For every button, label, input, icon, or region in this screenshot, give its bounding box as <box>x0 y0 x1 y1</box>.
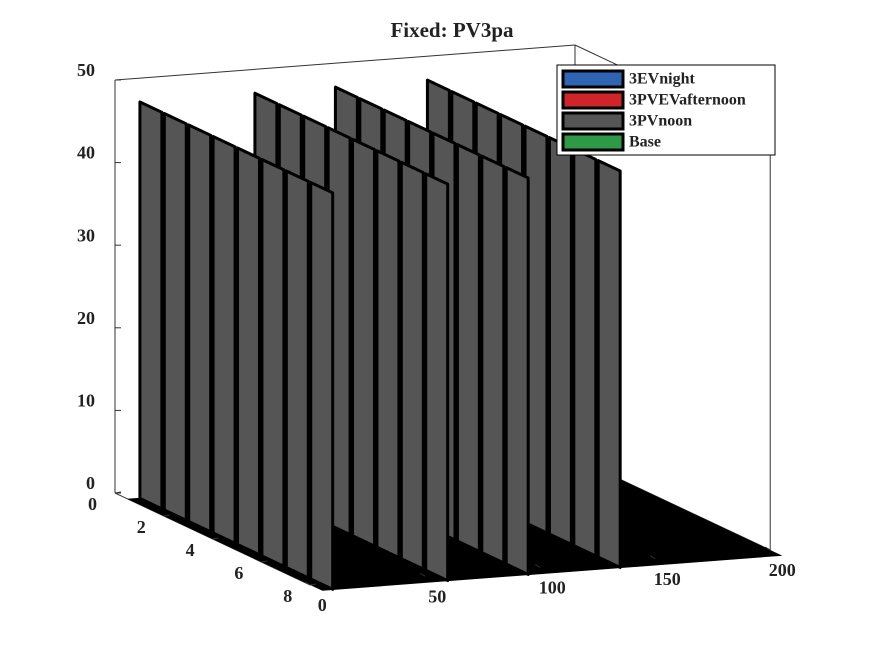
box-edge <box>114 44 576 81</box>
legend-label: Base <box>629 134 661 151</box>
row-tick-label: 2 <box>137 517 146 537</box>
z-tick-label: 20 <box>77 308 95 328</box>
panel <box>284 169 310 580</box>
panel <box>211 134 237 545</box>
panel <box>351 137 376 548</box>
row-tick <box>310 583 317 586</box>
z-tick-label: 30 <box>77 225 95 245</box>
legend-label: 3EVnight <box>629 71 695 88</box>
row-tick-label: 0 <box>88 494 97 514</box>
row-tick-label: 4 <box>186 540 195 560</box>
z-tick-label: 10 <box>77 391 95 411</box>
x-tick <box>764 546 771 551</box>
x-tick <box>419 572 426 577</box>
x-tick-label: 150 <box>654 569 681 589</box>
row-tick-label: 6 <box>234 563 243 583</box>
z-tick-label: 50 <box>77 60 95 80</box>
legend-swatch <box>561 90 625 110</box>
panel <box>424 172 450 583</box>
x-tick-label: 100 <box>539 578 566 598</box>
panel <box>399 160 425 571</box>
row-tick <box>212 537 219 540</box>
row-tick <box>163 514 170 517</box>
legend-swatch <box>561 69 625 89</box>
legend-swatch <box>561 132 625 152</box>
panel <box>138 100 164 511</box>
panel <box>187 123 213 534</box>
panel <box>480 154 506 565</box>
panel <box>309 180 335 591</box>
legend-label: 3PVnoon <box>629 113 692 130</box>
chart-title: Fixed: PV3pa <box>390 18 514 42</box>
legend: 3EVnight 3PVEVafternoon 3PVnoon Base <box>556 64 776 156</box>
row-tick <box>114 491 122 494</box>
x-tick <box>534 564 541 568</box>
z-tick-label: 40 <box>77 143 95 163</box>
panel <box>547 136 573 546</box>
panel <box>596 159 622 569</box>
legend-label: 3PVEVafternoon <box>629 92 746 109</box>
x-tick-label: 50 <box>428 586 446 606</box>
panel <box>375 149 401 560</box>
panel <box>260 157 286 568</box>
row-tick-label: 8 <box>283 586 292 606</box>
panel <box>572 147 598 558</box>
panel <box>455 143 481 553</box>
panel <box>162 111 188 522</box>
row-tick <box>261 560 268 563</box>
x-tick <box>304 581 311 586</box>
x-tick-label: 0 <box>318 595 327 615</box>
panel <box>504 166 530 576</box>
panel <box>236 146 261 557</box>
legend-swatch <box>561 111 625 131</box>
x-tick <box>649 555 656 560</box>
x-tick-label: 200 <box>769 560 796 580</box>
z-tick-label: 0 <box>86 473 95 493</box>
